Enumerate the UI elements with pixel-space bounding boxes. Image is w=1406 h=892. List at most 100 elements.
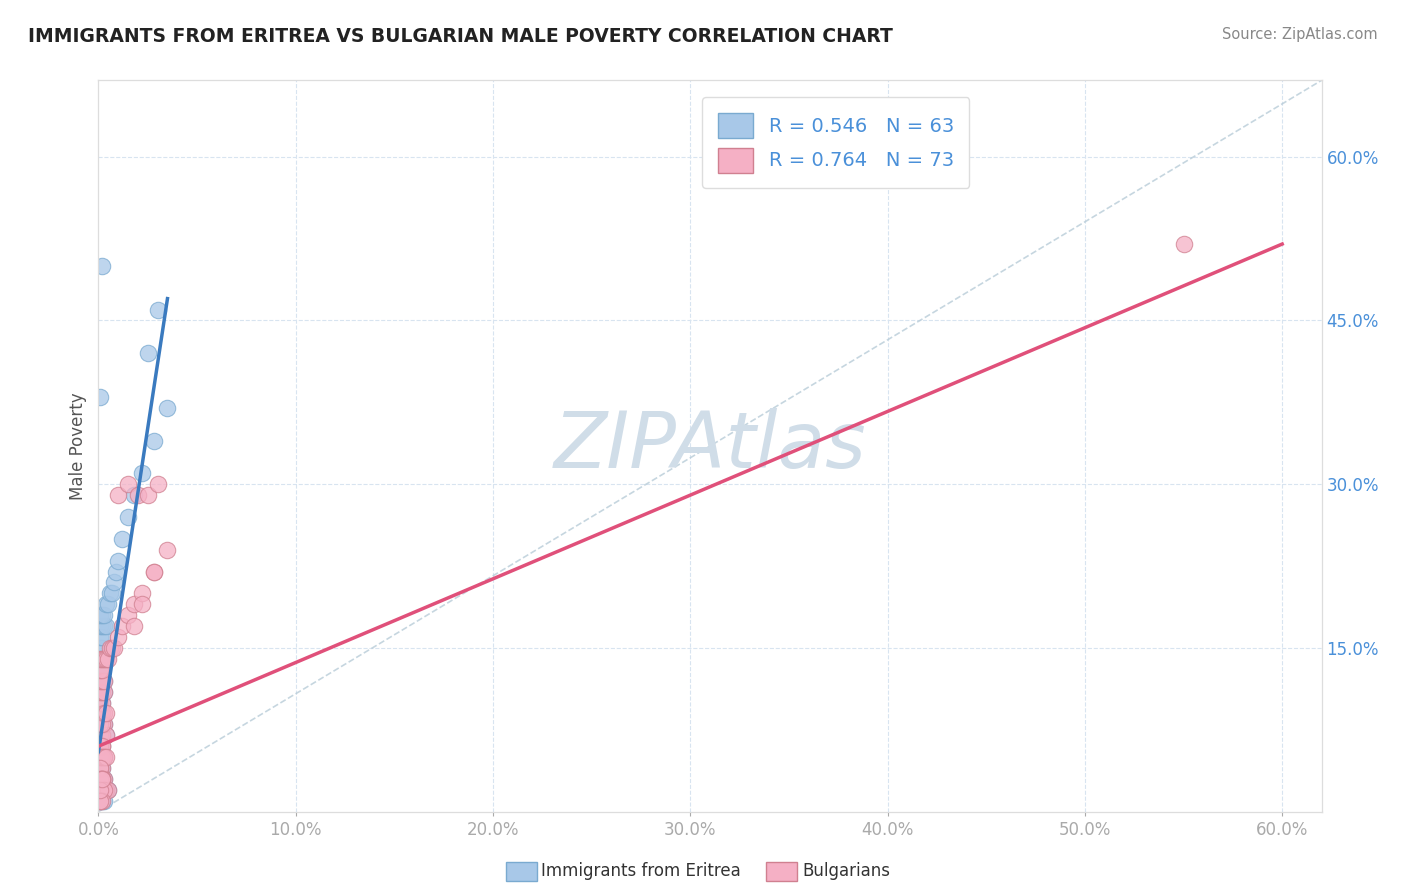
- Point: [131, 586, 153, 600]
- Point: [91, 717, 114, 731]
- Point: [98, 640, 121, 655]
- Point: [93, 750, 115, 764]
- Point: [146, 302, 169, 317]
- Y-axis label: Male Poverty: Male Poverty: [69, 392, 87, 500]
- Point: [93, 794, 115, 808]
- Legend: R = 0.546   N = 63, R = 0.764   N = 73: R = 0.546 N = 63, R = 0.764 N = 73: [703, 97, 969, 188]
- Point: [89, 750, 111, 764]
- Point: [93, 619, 115, 633]
- Point: [89, 783, 111, 797]
- Point: [89, 783, 111, 797]
- Point: [93, 652, 115, 666]
- Point: [91, 783, 114, 797]
- Point: [93, 684, 115, 698]
- Point: [93, 772, 115, 786]
- Point: [89, 750, 111, 764]
- Point: [89, 652, 111, 666]
- Point: [97, 783, 120, 797]
- Point: [89, 673, 111, 688]
- Point: [91, 640, 114, 655]
- Point: [91, 652, 114, 666]
- Point: [105, 565, 128, 579]
- Point: [101, 586, 124, 600]
- Point: [142, 434, 165, 448]
- Point: [91, 663, 114, 677]
- Point: [93, 750, 115, 764]
- Point: [89, 630, 111, 644]
- Point: [93, 652, 115, 666]
- Point: [97, 783, 120, 797]
- Point: [96, 783, 118, 797]
- Point: [91, 739, 114, 754]
- Point: [91, 696, 114, 710]
- Point: [89, 750, 111, 764]
- Point: [89, 761, 111, 775]
- Point: [89, 706, 111, 721]
- Point: [91, 794, 114, 808]
- Point: [97, 652, 120, 666]
- Point: [96, 706, 118, 721]
- Point: [89, 761, 111, 775]
- Point: [98, 586, 121, 600]
- Point: [111, 619, 134, 633]
- Point: [96, 728, 118, 742]
- Point: [91, 772, 114, 786]
- Point: [89, 794, 111, 808]
- Point: [122, 597, 145, 611]
- Point: [96, 597, 118, 611]
- Point: [89, 663, 111, 677]
- Point: [91, 761, 114, 775]
- Point: [91, 673, 114, 688]
- Point: [91, 772, 114, 786]
- Point: [91, 663, 114, 677]
- Point: [122, 488, 145, 502]
- Text: IMMIGRANTS FROM ERITREA VS BULGARIAN MALE POVERTY CORRELATION CHART: IMMIGRANTS FROM ERITREA VS BULGARIAN MAL…: [28, 27, 893, 45]
- Point: [91, 652, 114, 666]
- Point: [131, 597, 153, 611]
- Point: [93, 717, 115, 731]
- Point: [136, 488, 159, 502]
- Text: ZIPAtlas: ZIPAtlas: [554, 408, 866, 484]
- Point: [93, 717, 115, 731]
- Point: [96, 783, 118, 797]
- Point: [91, 684, 114, 698]
- Point: [93, 750, 115, 764]
- Point: [89, 761, 111, 775]
- Point: [91, 673, 114, 688]
- Point: [89, 794, 111, 808]
- Point: [91, 684, 114, 698]
- Point: [91, 619, 114, 633]
- Point: [91, 772, 114, 786]
- Point: [91, 750, 114, 764]
- Point: [91, 706, 114, 721]
- Point: [89, 619, 111, 633]
- Point: [89, 783, 111, 797]
- Point: [93, 772, 115, 786]
- Point: [91, 783, 114, 797]
- Point: [103, 575, 125, 590]
- Point: [146, 477, 169, 491]
- Point: [89, 684, 111, 698]
- Point: [91, 794, 114, 808]
- Point: [107, 488, 129, 502]
- Point: [156, 542, 179, 557]
- Point: [91, 696, 114, 710]
- Point: [117, 510, 139, 524]
- Point: [111, 532, 134, 546]
- Point: [1173, 237, 1195, 252]
- Point: [93, 673, 115, 688]
- Point: [89, 696, 111, 710]
- Point: [91, 739, 114, 754]
- Point: [103, 640, 125, 655]
- Point: [91, 772, 114, 786]
- Point: [89, 728, 111, 742]
- Point: [93, 783, 115, 797]
- Point: [156, 401, 179, 415]
- Point: [131, 467, 153, 481]
- Point: [89, 663, 111, 677]
- Point: [97, 597, 120, 611]
- Point: [96, 728, 118, 742]
- Point: [89, 696, 111, 710]
- Point: [89, 673, 111, 688]
- Point: [93, 673, 115, 688]
